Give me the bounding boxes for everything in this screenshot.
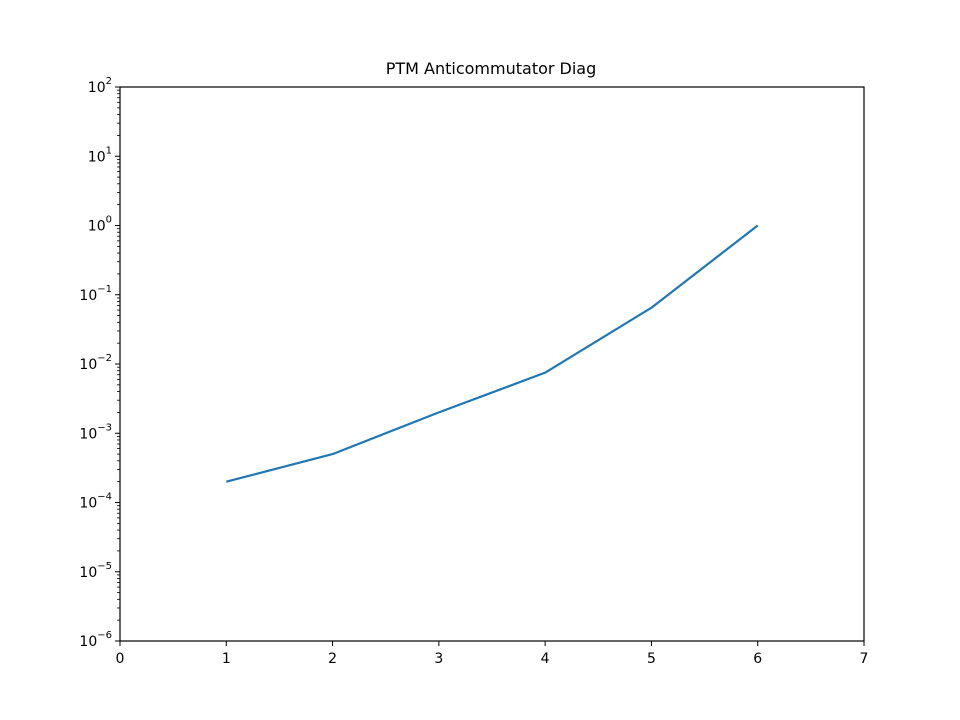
x-tick-label: 1 [222, 651, 231, 667]
x-tick-label: 0 [116, 651, 125, 667]
y-tick-label: 10−5 [79, 561, 112, 581]
series-line [226, 224, 759, 483]
x-tick-label: 2 [328, 651, 337, 667]
y-tick-label: 10−2 [79, 353, 112, 373]
plot-area-frame [119, 86, 865, 642]
x-tick-label: 3 [434, 651, 443, 667]
series-layer [226, 224, 759, 483]
ticks-layer: 0 1 2 3 4 5 6 7 10−6 10−5 10−4 10−3 10−2 10−1 100 101 10… [79, 76, 868, 667]
y-tick-label: 10−1 [79, 284, 112, 304]
x-tick-label: 7 [860, 651, 869, 667]
y-tick-label: 100 [88, 215, 112, 235]
y-tick-label: 10−6 [79, 630, 112, 650]
x-tick-label: 4 [541, 651, 550, 667]
y-tick-label: 10−3 [79, 422, 112, 442]
chart-title: PTM Anticommutator Diag [386, 59, 597, 78]
y-tick-label: 10−4 [79, 492, 112, 512]
x-tick-label: 6 [753, 651, 762, 667]
x-tick-label: 5 [647, 651, 656, 667]
y-tick-label: 102 [88, 76, 112, 96]
y-tick-label: 101 [88, 145, 112, 165]
